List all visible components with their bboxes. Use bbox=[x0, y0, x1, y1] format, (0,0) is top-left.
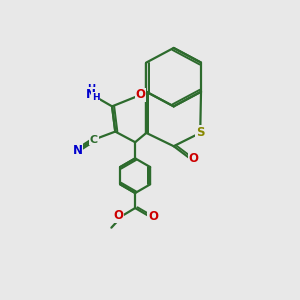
Text: N: N bbox=[73, 144, 82, 157]
Text: O: O bbox=[136, 88, 146, 101]
Text: C: C bbox=[90, 135, 98, 145]
Text: O: O bbox=[113, 209, 123, 222]
Text: O: O bbox=[189, 152, 199, 165]
Text: H: H bbox=[92, 93, 99, 102]
Text: H: H bbox=[87, 84, 95, 94]
Text: N: N bbox=[86, 88, 96, 101]
Text: S: S bbox=[196, 126, 205, 140]
Text: O: O bbox=[148, 210, 158, 223]
